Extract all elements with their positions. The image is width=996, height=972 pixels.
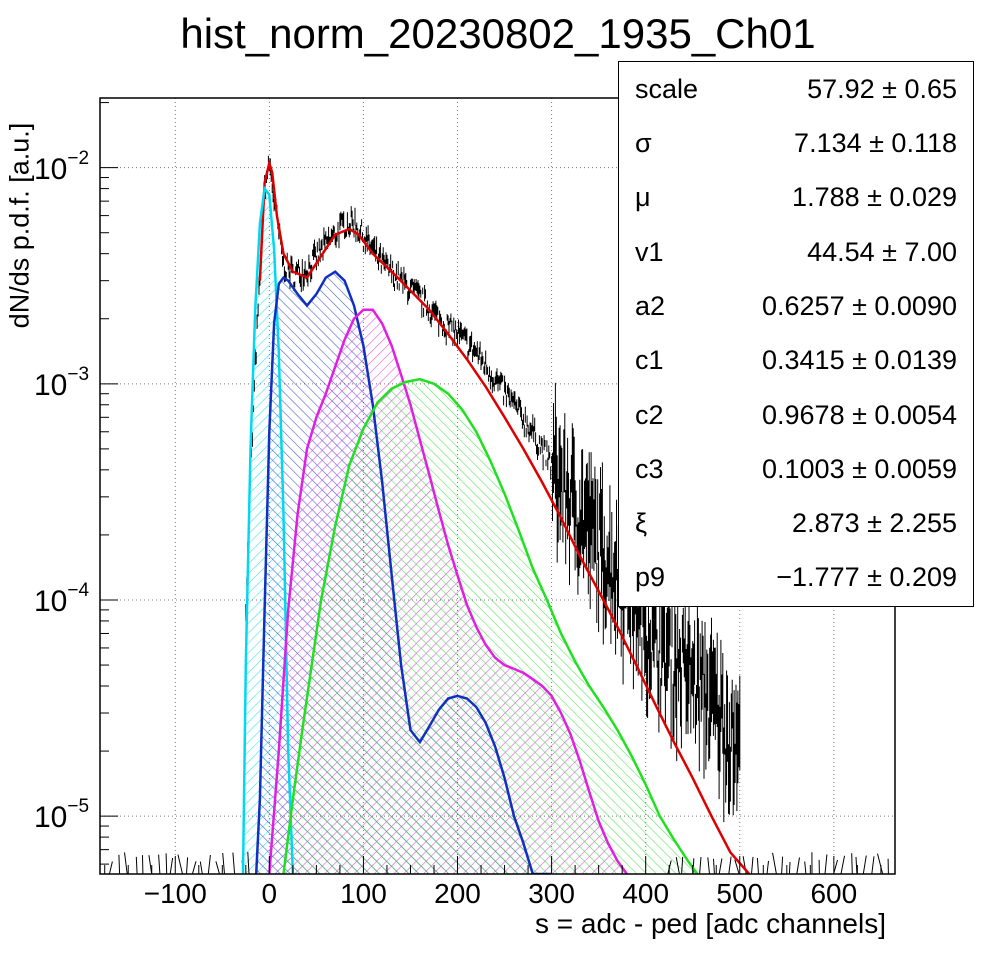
stat-row: μ 1.788 ± 0.029 (619, 170, 973, 224)
stat-row: c2 0.9678 ± 0.0054 (619, 388, 973, 442)
fit-stats-box: scale 57.92 ± 0.65 σ 7.134 ± 0.118 μ 1.788 … (618, 61, 974, 607)
stat-value: 0.1003 ± 0.0059 (762, 454, 957, 484)
stat-name: c1 (635, 345, 664, 375)
x-tick-label: −100 (143, 878, 207, 909)
stat-row: c3 0.1003 ± 0.0059 (619, 442, 973, 496)
stat-row: scale 57.92 ± 0.65 (619, 62, 973, 116)
stat-name: scale (635, 74, 699, 104)
component-fill (283, 379, 698, 874)
stat-name: p9 (635, 562, 666, 592)
stat-name: c3 (635, 454, 664, 484)
fit-curves (241, 158, 751, 874)
stat-value: 44.54 ± 7.00 (807, 237, 957, 267)
stat-value: 2.873 ± 2.255 (792, 508, 957, 538)
y-tick-label: 10−2 (34, 147, 90, 186)
total-fit-curve (258, 158, 751, 874)
component-curve (254, 270, 552, 874)
stat-name: μ (635, 182, 651, 212)
stat-value: 0.6257 ± 0.0090 (762, 291, 957, 321)
component-curve (268, 308, 628, 874)
x-tick-label: 200 (434, 878, 481, 909)
y-tick-label: 10−5 (34, 796, 90, 835)
stat-row: a2 0.6257 ± 0.0090 (619, 279, 973, 333)
stat-value: 57.92 ± 0.65 (807, 74, 957, 104)
x-axis-label: s = adc - ped [adc channels] (535, 908, 886, 939)
stat-name: c2 (635, 400, 664, 430)
stat-row: ξ 2.873 ± 2.255 (619, 496, 973, 550)
stat-value: 0.9678 ± 0.0054 (762, 400, 957, 430)
y-tick-label: 10−4 (34, 579, 90, 618)
component-curve (241, 185, 295, 874)
stat-name: ξ (635, 508, 648, 538)
x-tick-label: 300 (528, 878, 575, 909)
y-axis-label: dN/ds p.d.f. [a.u.] (4, 122, 35, 329)
stat-row: v1 44.54 ± 7.00 (619, 225, 973, 279)
x-tick-label: 100 (340, 878, 387, 909)
stat-value: −1.777 ± 0.209 (776, 562, 957, 592)
stat-row: σ 7.134 ± 0.118 (619, 116, 973, 170)
stat-name: σ (635, 128, 652, 158)
axis-ticks (100, 102, 882, 874)
stat-value: 1.788 ± 0.029 (792, 182, 957, 212)
x-tick-label: 500 (716, 878, 764, 909)
stat-row: c1 0.3415 ± 0.0139 (619, 333, 973, 387)
y-tick-label: 10−3 (34, 363, 90, 402)
component-curve (282, 377, 699, 874)
stat-value: 7.134 ± 0.118 (794, 128, 957, 158)
stat-value: 0.3415 ± 0.0139 (762, 345, 957, 375)
x-tick-label: 600 (810, 878, 858, 909)
stat-name: a2 (635, 291, 666, 321)
stat-name: v1 (635, 237, 664, 267)
chart-title: hist_norm_20230802_1935_Ch01 (180, 10, 816, 57)
stat-row: p9 −1.777 ± 0.209 (619, 550, 973, 604)
x-tick-label: 0 (261, 878, 278, 909)
x-tick-label: 400 (622, 878, 670, 909)
